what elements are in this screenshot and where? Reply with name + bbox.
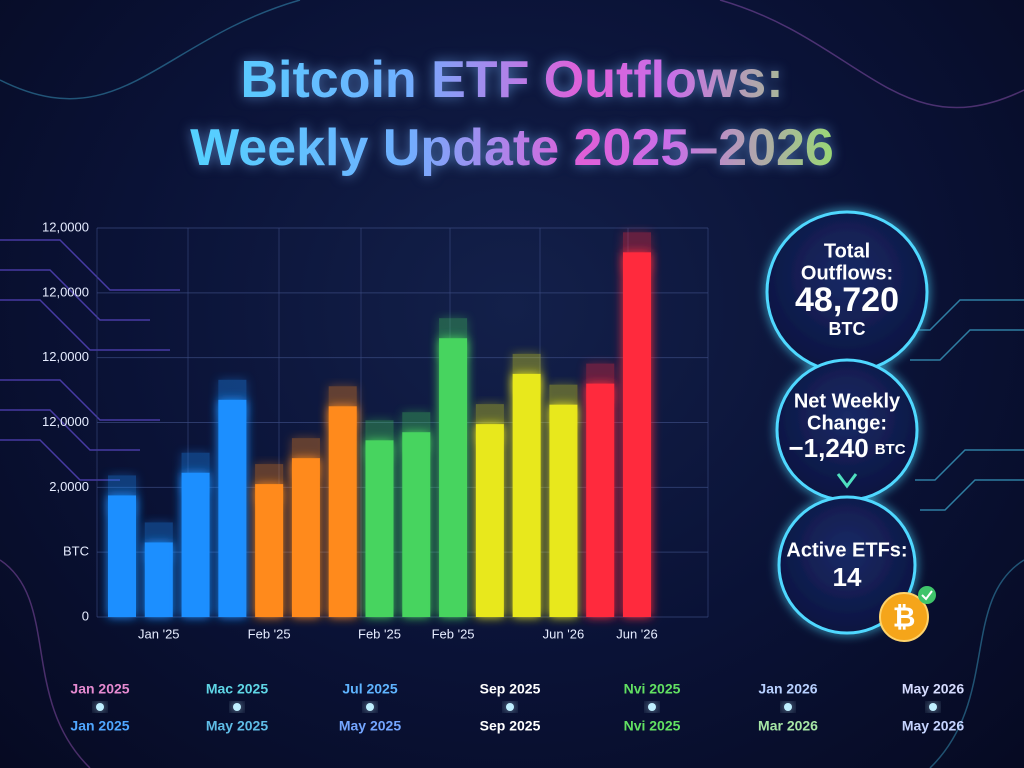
timeline-top-label: Jan 2026 — [758, 681, 817, 697]
x-tick-label: Jun '26 — [616, 626, 658, 641]
bar — [108, 495, 136, 617]
stat-label: Active ETFs: — [786, 539, 907, 561]
bar — [439, 338, 468, 617]
stat-unit: BTC — [829, 319, 866, 339]
timeline-top-label: Mac 2025 — [206, 681, 268, 697]
timeline-dot — [648, 703, 656, 711]
y-tick-label: 2,0000 — [49, 479, 89, 494]
stat-label: Outflows: — [801, 262, 893, 284]
timeline-bottom-label: Mar 2026 — [758, 718, 818, 734]
bar — [144, 542, 173, 617]
stat-value: −1,240 BTC — [788, 433, 905, 463]
stat-label: Change: — [807, 412, 887, 434]
timeline-bottom-label: May 2025 — [206, 718, 268, 734]
y-tick-label: BTC — [63, 544, 89, 559]
bar — [512, 373, 541, 617]
bar — [291, 458, 320, 617]
bar — [181, 472, 210, 617]
timeline-bottom-label: Sep 2025 — [480, 718, 541, 734]
timeline-top-label: Jan 2025 — [70, 681, 129, 697]
timeline-dot — [96, 703, 104, 711]
x-tick-label: Jun '26 — [543, 626, 585, 641]
stat-number: −1,240 — [788, 433, 868, 463]
timeline-bottom-label: May 2026 — [902, 718, 964, 734]
timeline-dot — [784, 703, 792, 711]
x-tick-label: Feb '25 — [358, 626, 401, 641]
y-tick-label: 12,0000 — [42, 284, 89, 299]
timeline-top-label: Jul 2025 — [342, 681, 397, 697]
bar — [586, 383, 615, 617]
svg-text:₿: ₿ — [893, 601, 916, 632]
timeline-top-label: May 2026 — [902, 681, 964, 697]
x-tick-label: Feb '25 — [432, 626, 475, 641]
stat-unit: BTC — [875, 441, 906, 458]
y-tick-label: 0 — [82, 608, 89, 623]
stat-label: Total — [824, 240, 870, 262]
bar — [623, 252, 651, 617]
x-tick-label: Jan '25 — [138, 626, 180, 641]
bar — [402, 432, 431, 617]
timeline-top-label: Sep 2025 — [480, 681, 541, 697]
down-arrow-icon — [836, 473, 858, 489]
timeline-bottom-label: May 2025 — [339, 718, 401, 734]
x-tick-label: Feb '25 — [248, 626, 291, 641]
timeline-bottom-label: Jan 2025 — [70, 718, 129, 734]
bar — [218, 399, 247, 617]
stat-value: 14 — [833, 562, 862, 592]
bitcoin-icon: ₿ — [879, 586, 936, 642]
stat-value: 48,720 — [795, 281, 899, 319]
y-tick-label: 12,0000 — [42, 414, 89, 429]
bar — [475, 424, 504, 617]
y-tick-label: 12,0000 — [42, 349, 89, 364]
timeline-dot — [366, 703, 374, 711]
timeline-dot — [506, 703, 514, 711]
bar — [328, 406, 357, 617]
bar — [365, 440, 394, 617]
timeline-bottom-label: Nvi 2025 — [624, 718, 681, 734]
stat-label: Net Weekly — [794, 390, 901, 412]
timeline-dot — [929, 703, 937, 711]
timeline-dot — [233, 703, 241, 711]
y-tick-label: 12,0000 — [42, 219, 89, 234]
timeline-top-label: Nvi 2025 — [624, 681, 681, 697]
chart-title: Bitcoin ETF Outflows: Weekly Update 2025… — [152, 46, 872, 182]
bar — [549, 404, 578, 617]
bar — [255, 484, 284, 617]
stat-orbs — [765, 210, 929, 635]
